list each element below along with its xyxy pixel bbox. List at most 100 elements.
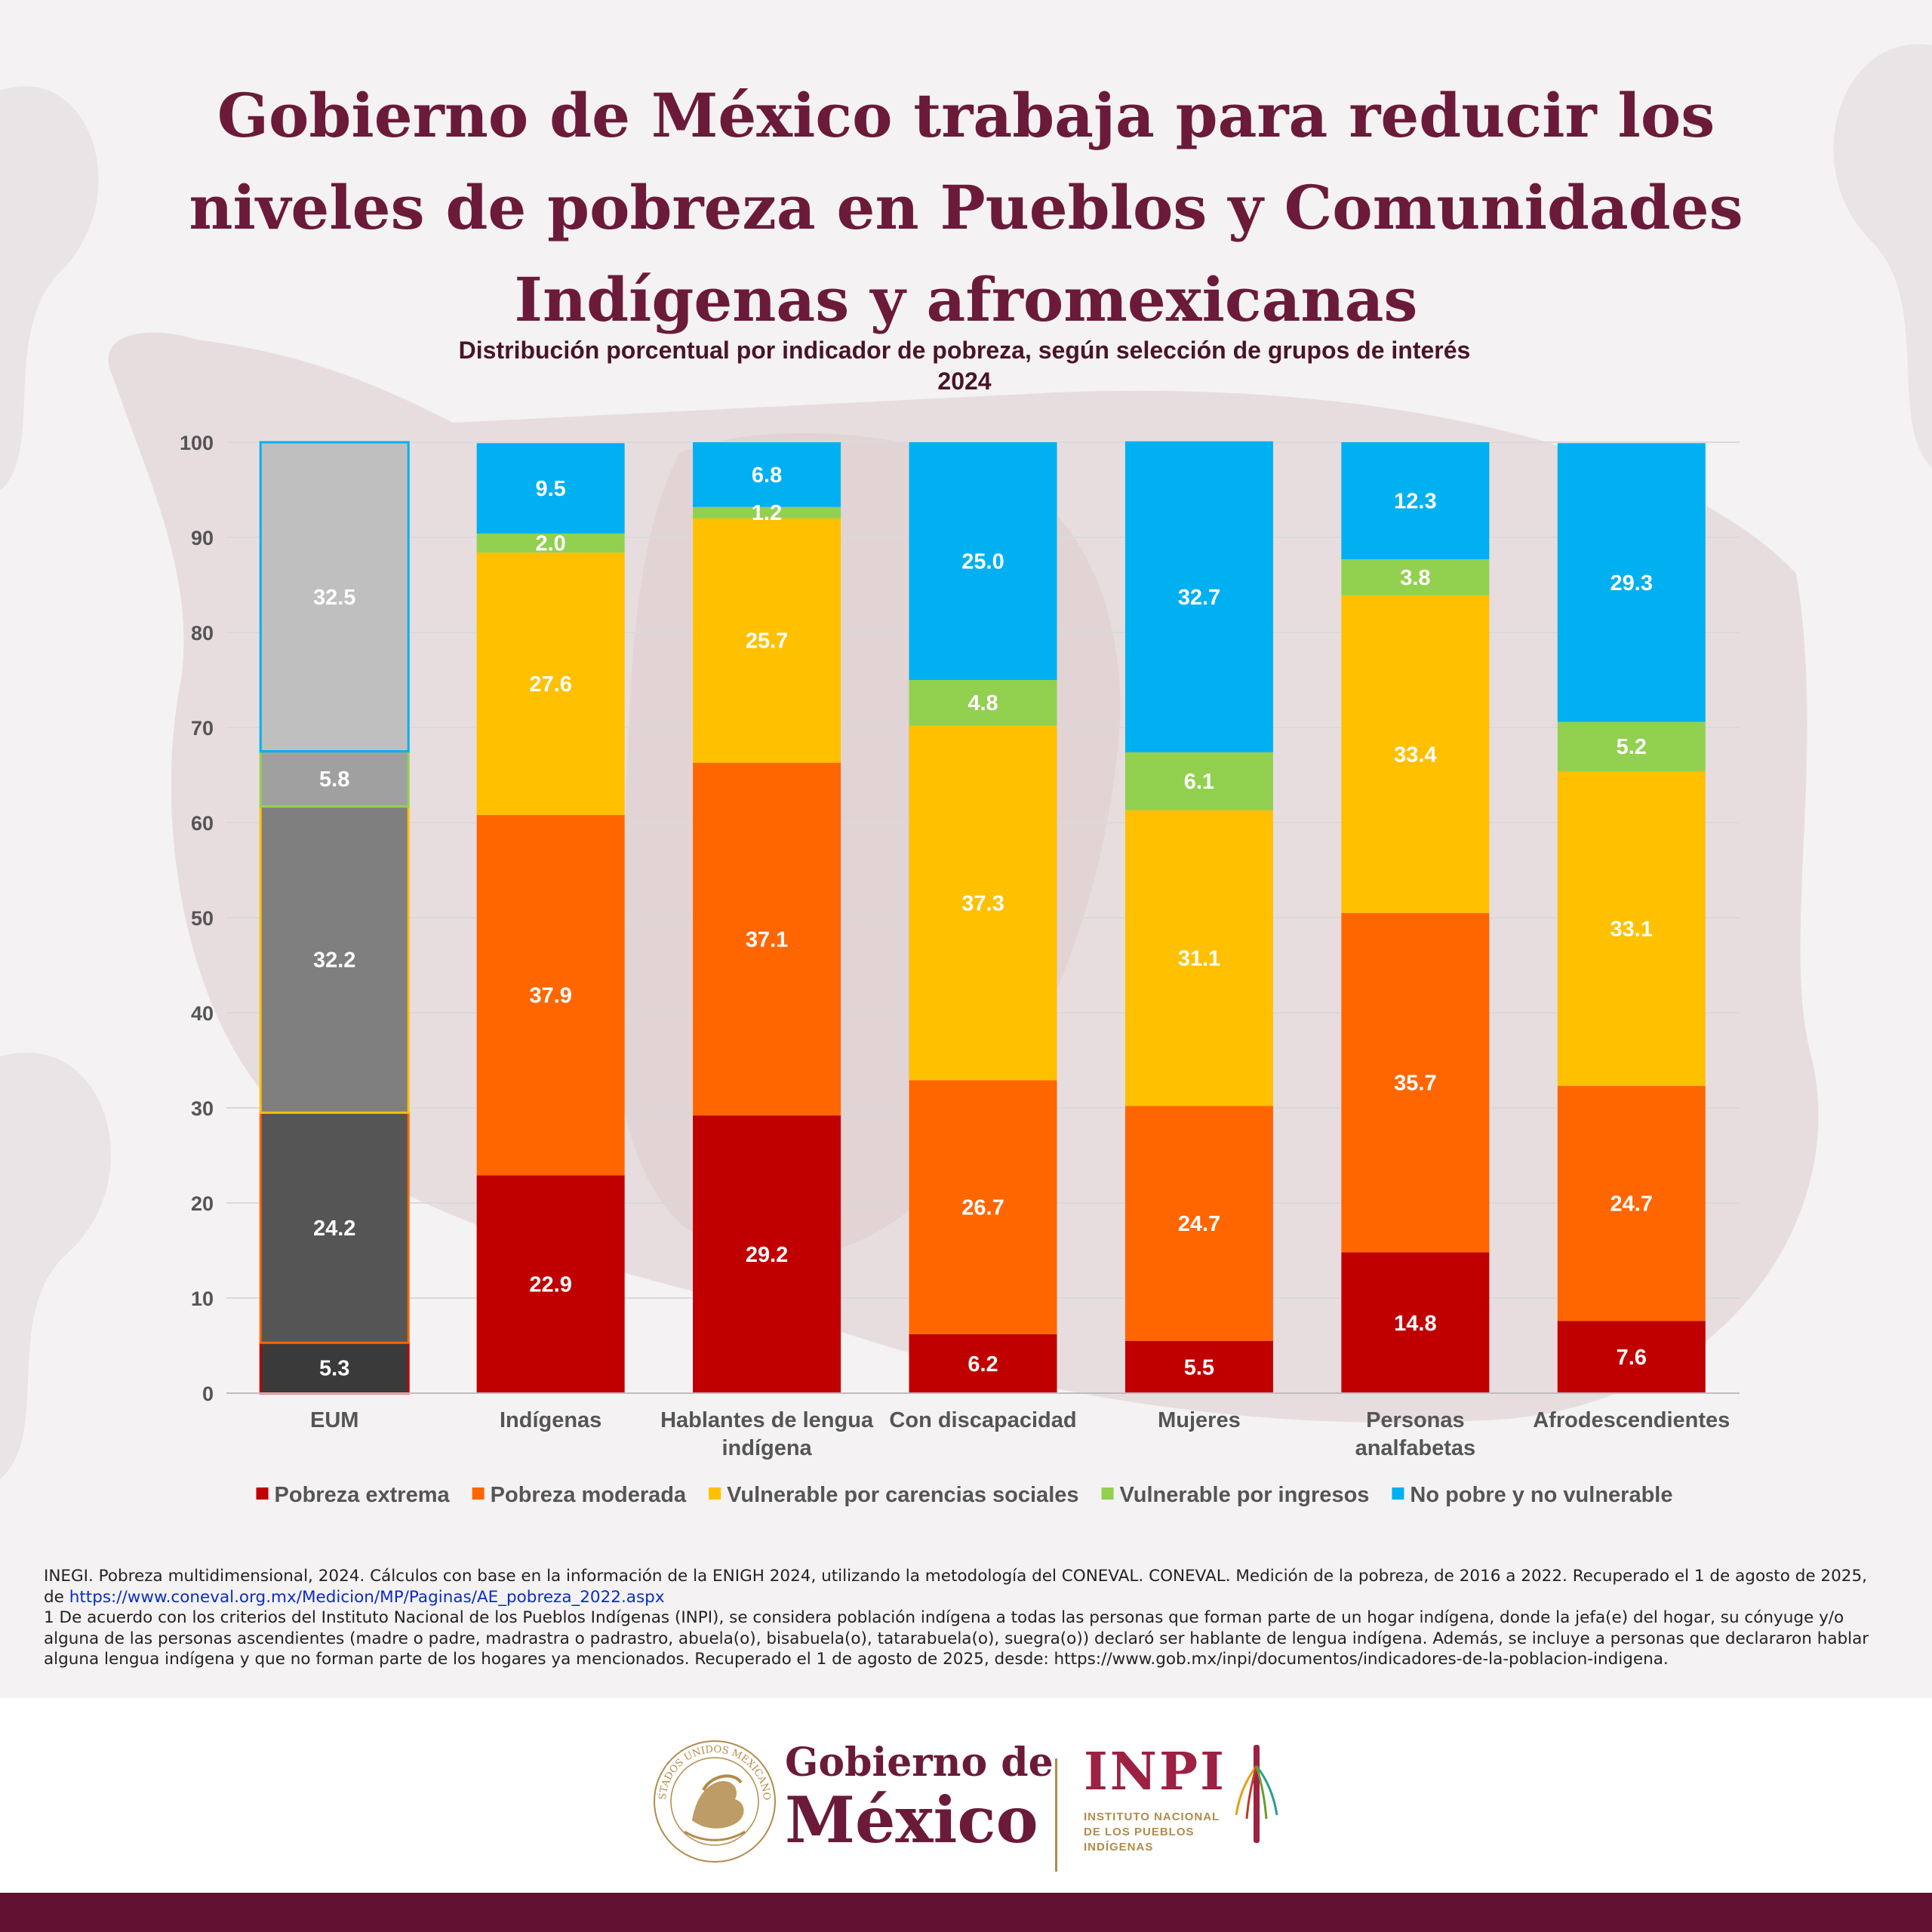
x-axis: EUM Indígenas Hablantes de lengua indígena C… bbox=[310, 1408, 1730, 1460]
data-label: 29.3 bbox=[1611, 571, 1653, 595]
legend-swatch bbox=[1101, 1487, 1114, 1500]
bar-segment bbox=[1341, 595, 1490, 913]
bar-segment bbox=[909, 442, 1057, 680]
bar-segment bbox=[909, 725, 1057, 1081]
footer bbox=[0, 1698, 1932, 1893]
y-tick-label: 100 bbox=[180, 432, 214, 454]
source-notes: INEGI. Pobreza multidimensional, 2024. C… bbox=[44, 1566, 1885, 1670]
data-label: 37.3 bbox=[961, 891, 1004, 915]
data-label: 33.4 bbox=[1394, 743, 1436, 767]
legend-label: Vulnerable por ingresos bbox=[1120, 1483, 1370, 1507]
x-tick-label: analfabetas bbox=[1355, 1436, 1476, 1460]
bar-segment bbox=[1557, 1321, 1706, 1393]
x-tick-label: Mujeres bbox=[1158, 1408, 1241, 1432]
y-tick-label: 60 bbox=[191, 812, 214, 835]
bar-segment bbox=[259, 805, 410, 1114]
gob-logo-line2: México bbox=[785, 1783, 1038, 1857]
legend-swatch bbox=[1392, 1487, 1404, 1500]
bar-segment bbox=[1124, 752, 1273, 811]
bar-segment bbox=[259, 1111, 410, 1344]
brand-bar bbox=[0, 1893, 1932, 1932]
data-label: 29.2 bbox=[746, 1243, 788, 1267]
data-label: 26.7 bbox=[961, 1196, 1004, 1220]
bars bbox=[259, 441, 1706, 1395]
data-label: 12.3 bbox=[1394, 489, 1436, 513]
footnote: 1 De acuerdo con los criterios del Insti… bbox=[44, 1608, 1869, 1669]
bar-segment bbox=[1557, 1086, 1706, 1321]
inpi-subtitle-3: INDÍGENAS bbox=[1084, 1841, 1154, 1854]
inpi-ribbon-icon bbox=[1235, 1745, 1278, 1843]
legend-label: Vulnerable por carencias sociales bbox=[727, 1483, 1078, 1507]
data-label: 24.2 bbox=[313, 1217, 355, 1241]
data-label: 24.7 bbox=[1611, 1192, 1653, 1217]
data-label: 2.0 bbox=[535, 532, 565, 556]
bar-segment bbox=[909, 680, 1057, 726]
data-label: 6.1 bbox=[1184, 770, 1214, 794]
data-label: 7.6 bbox=[1617, 1346, 1647, 1370]
x-tick-label: Con discapacidad bbox=[889, 1408, 1076, 1432]
legend-swatch bbox=[256, 1487, 269, 1500]
y-tick-label: 20 bbox=[191, 1192, 214, 1215]
y-tick-label: 30 bbox=[191, 1097, 214, 1120]
data-label: 6.8 bbox=[752, 463, 782, 488]
bar-segment bbox=[476, 1175, 625, 1393]
data-label: 32.7 bbox=[1178, 586, 1220, 610]
inpi-subtitle-2: DE LOS PUEBLOS bbox=[1084, 1826, 1195, 1838]
data-label: 14.8 bbox=[1394, 1312, 1436, 1336]
bar-segment bbox=[476, 533, 625, 553]
data-label: 3.8 bbox=[1400, 566, 1430, 590]
bar-segment bbox=[1124, 441, 1273, 752]
bar-segment bbox=[1341, 1252, 1490, 1393]
bar-segment bbox=[693, 506, 841, 518]
inpi-logo: INPI INSTITUTO NACIONAL DE LOS PUEBLOS I… bbox=[1084, 1742, 1226, 1855]
y-tick-label: 80 bbox=[191, 622, 214, 645]
data-label: 25.0 bbox=[961, 550, 1004, 574]
x-tick-label: EUM bbox=[310, 1408, 358, 1432]
bar-segment bbox=[476, 814, 625, 1176]
x-tick-label: indígena bbox=[721, 1436, 812, 1460]
bar-segment bbox=[693, 518, 841, 763]
national-seal-icon: ESTADOS UNIDOS MEXICANOS bbox=[651, 1737, 776, 1863]
data-label: 35.7 bbox=[1394, 1072, 1436, 1096]
inpi-wordmark: INPI bbox=[1084, 1742, 1226, 1802]
y-tick-label: 90 bbox=[191, 527, 214, 549]
legend-swatch bbox=[709, 1487, 721, 1500]
y-tick-label: 10 bbox=[191, 1287, 214, 1310]
data-label: 5.5 bbox=[1184, 1355, 1214, 1380]
legend-label: Pobreza moderada bbox=[491, 1483, 687, 1507]
data-label: 27.6 bbox=[529, 672, 571, 697]
data-label: 22.9 bbox=[529, 1273, 571, 1297]
bar-segment bbox=[1557, 443, 1706, 722]
bar-segment bbox=[259, 441, 410, 752]
bar-segment bbox=[1124, 810, 1273, 1106]
data-label: 25.7 bbox=[746, 629, 788, 654]
stacked-bar-chart: Distribución porcentual por indicador de… bbox=[180, 337, 1740, 1507]
bar-segment bbox=[909, 1080, 1057, 1334]
bar-segment bbox=[1557, 771, 1706, 1087]
data-label: 37.9 bbox=[529, 984, 571, 1008]
legend: Pobreza extrema Pobreza moderada Vulnerabl… bbox=[256, 1483, 1672, 1507]
source-citation: INEGI. Pobreza multidimensional, 2024. C… bbox=[44, 1566, 1885, 1607]
data-label: 5.3 bbox=[319, 1357, 349, 1381]
data-label: 37.1 bbox=[746, 928, 788, 952]
page-title: Gobierno de México trabaja para reducir … bbox=[189, 80, 1743, 335]
bar-segment bbox=[1124, 1340, 1273, 1393]
bar-segment bbox=[693, 762, 841, 1116]
bar-segment bbox=[259, 750, 410, 808]
data-label: 5.8 bbox=[319, 768, 349, 792]
bar-segment bbox=[1341, 442, 1490, 559]
y-tick-label: 40 bbox=[191, 1002, 214, 1025]
bar-segment bbox=[693, 1115, 841, 1393]
y-axis: 0 10 20 30 40 50 60 70 80 90 100 bbox=[180, 432, 1740, 1405]
source-text: INEGI. Pobreza multidimensional, 2024. C… bbox=[44, 1567, 1867, 1607]
x-tick-label: Hablantes de lengua bbox=[660, 1408, 874, 1432]
y-tick-label: 0 bbox=[202, 1383, 214, 1405]
source-link[interactable]: https://www.coneval.org.mx/Medicion/MP/P… bbox=[69, 1587, 665, 1607]
data-label: 33.1 bbox=[1611, 917, 1653, 941]
data-label: 9.5 bbox=[535, 477, 565, 501]
data-label: 31.1 bbox=[1178, 947, 1220, 971]
bar-segment bbox=[1341, 558, 1490, 595]
gob-logo-line1: Gobierno de bbox=[785, 1740, 1054, 1786]
data-labels: 5.3 24.2 32.2 5.8 32.5 22.9 37.9 27.6 2.0 9.5 29.2… bbox=[313, 463, 1653, 1381]
x-tick-label: Afrodescendientes bbox=[1533, 1408, 1730, 1432]
